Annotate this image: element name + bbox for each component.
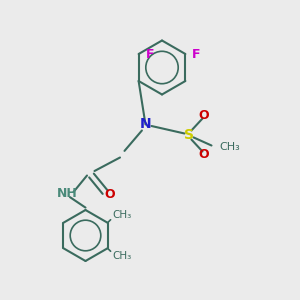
- Text: F: F: [146, 47, 154, 61]
- Text: CH₃: CH₃: [219, 142, 240, 152]
- Text: F: F: [192, 47, 200, 61]
- Text: O: O: [199, 109, 209, 122]
- Text: S: S: [184, 128, 194, 142]
- Text: N: N: [140, 118, 151, 131]
- Text: NH: NH: [57, 187, 78, 200]
- Text: CH₃: CH₃: [112, 251, 131, 261]
- Text: CH₃: CH₃: [112, 210, 131, 220]
- Text: O: O: [199, 148, 209, 161]
- Text: O: O: [105, 188, 116, 202]
